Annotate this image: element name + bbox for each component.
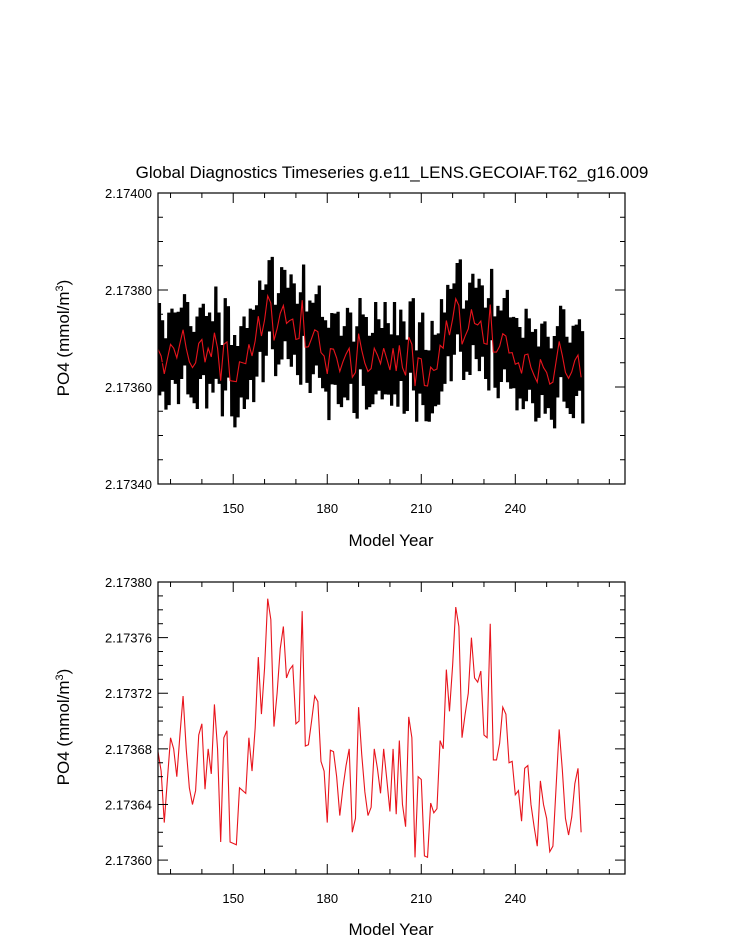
annual-mean-path-detail: [157, 598, 582, 859]
x-tick-label: 210: [410, 501, 432, 516]
axes-frame-bottom: 150 180 210 240 2.17360 2.17364 2.17368 2.17372…: [105, 575, 626, 906]
axes-frame-top: 150 180 210 240 2.17340 2.17360 2.17380 2.17400: [105, 186, 626, 516]
x-tick-label: 150: [222, 501, 244, 516]
y-axis-title-top: PO4 (mmol/m3): [54, 280, 73, 397]
chart-title: Global Diagnostics Timeseries g.e11_LENS…: [136, 163, 649, 182]
annual-mean-path: [157, 293, 582, 387]
y-tick-label: 2.17360: [105, 853, 152, 868]
timeseries-panel-top: 150 180 210 240 2.17340 2.17360 2.17380 2.17400…: [54, 186, 626, 550]
monthly-series-path: [157, 256, 585, 429]
y-tick-label: 2.17380: [105, 575, 152, 590]
annual-mean-series-line-detail: [157, 598, 582, 859]
monthly-series-line: [157, 256, 585, 429]
y-tick-label: 2.17368: [105, 742, 152, 757]
y-tick-label: 2.17400: [105, 186, 152, 201]
y-axis-title-bottom: PO4 (mmol/m3): [54, 669, 73, 786]
y-tick-label: 2.17340: [105, 477, 152, 492]
x-tick-label: 240: [504, 501, 526, 516]
y-tick-label: 2.17376: [105, 631, 152, 646]
x-tick-label: 150: [222, 891, 244, 906]
plot-frame: [157, 581, 626, 875]
x-tick-label: 210: [410, 891, 432, 906]
timeseries-panel-bottom: 150 180 210 240 2.17360 2.17364 2.17368 2.17372…: [54, 575, 626, 939]
x-axis-title-top: Model Year: [348, 531, 433, 550]
x-axis-title-bottom: Model Year: [348, 920, 433, 939]
y-tick-label: 2.17380: [105, 283, 152, 298]
annual-mean-series-line: [157, 293, 582, 387]
x-tick-label: 180: [316, 501, 338, 516]
y-tick-label: 2.17364: [105, 797, 152, 812]
x-tick-label: 180: [316, 891, 338, 906]
y-tick-label: 2.17372: [105, 686, 152, 701]
y-tick-label: 2.17360: [105, 380, 152, 395]
x-tick-label: 240: [504, 891, 526, 906]
